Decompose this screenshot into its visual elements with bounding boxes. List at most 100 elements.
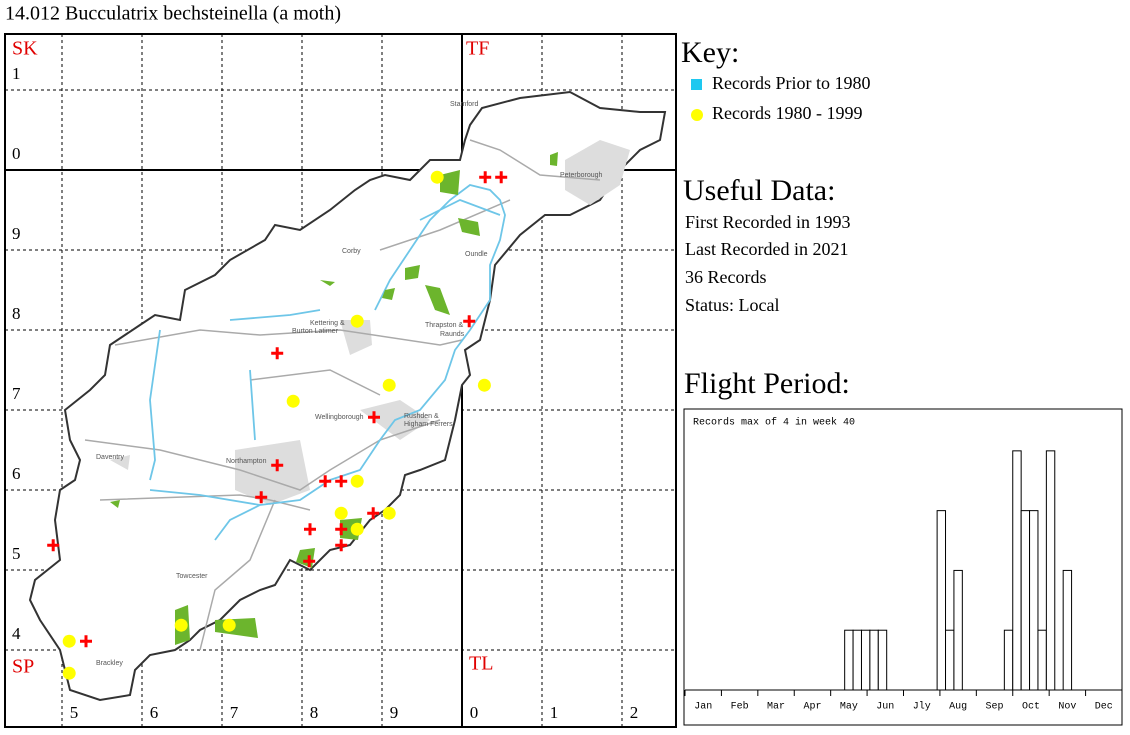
legend-label: Records 1980 - 1999 xyxy=(712,103,862,123)
y-tick-label: 4 xyxy=(12,624,21,643)
record-cross xyxy=(319,475,332,488)
place-label: Thrapston & xyxy=(425,322,463,329)
flight-chart-frame xyxy=(683,408,1123,726)
useful-data-line: First Recorded in 1993 xyxy=(685,212,850,232)
record-cross xyxy=(335,523,348,536)
x-tick-label: 0 xyxy=(470,703,479,722)
record-cross xyxy=(47,539,60,552)
bar xyxy=(1020,510,1031,691)
place-label: Brackley xyxy=(96,660,123,667)
place-label: Higham Ferrers xyxy=(404,421,453,428)
record-dot xyxy=(430,170,444,184)
y-tick-label: 1 xyxy=(12,64,21,83)
record-cross xyxy=(335,539,348,552)
record-dot xyxy=(350,522,364,536)
bar xyxy=(860,629,871,691)
y-tick-label: 5 xyxy=(12,544,21,563)
place-label: Northampton xyxy=(226,458,267,465)
record-dot xyxy=(350,314,364,328)
record-dot xyxy=(350,474,364,488)
useful-data-line: 36 Records xyxy=(685,267,766,287)
useful-data-line: Status: Local xyxy=(685,295,779,315)
bar xyxy=(877,629,888,691)
record-dot xyxy=(382,378,396,392)
x-tick-label: 8 xyxy=(310,703,319,722)
x-tick-label: Jun xyxy=(876,702,894,713)
bar xyxy=(1029,510,1039,691)
useful-data-line: Last Recorded in 2021 xyxy=(685,239,848,259)
flight-annotation: Records max of 4 in week 40 xyxy=(693,417,855,429)
x-tick-label: Jan xyxy=(694,702,712,713)
x-tick-label: Mar xyxy=(767,702,785,713)
bar xyxy=(1062,569,1073,691)
road xyxy=(84,139,601,651)
x-tick-label: 1 xyxy=(550,703,559,722)
x-tick-label: May xyxy=(840,702,858,713)
place-label: Corby xyxy=(342,248,361,255)
record-cross xyxy=(479,171,492,184)
x-tick-label: 2 xyxy=(630,703,639,722)
x-tick-label: Dec xyxy=(1095,702,1113,713)
record-cross xyxy=(271,347,284,360)
x-tick-label: 7 xyxy=(230,703,239,722)
grid-square-label: SP xyxy=(12,656,34,678)
bar xyxy=(852,629,862,691)
flight-chart: Jan Feb Mar Apr May Jun Jly Aug Sep Oct Nov Dec xyxy=(684,450,1123,713)
y-tick-label: 0 xyxy=(12,144,21,163)
bar xyxy=(936,510,947,691)
page-title: 14.012 Bucculatrix bechsteinella (a moth… xyxy=(5,3,341,25)
x-tick-label: Jly xyxy=(913,701,931,713)
record-dot xyxy=(286,394,300,408)
record-dot xyxy=(62,634,76,648)
bar xyxy=(869,629,879,691)
place-label: Towcester xyxy=(176,573,208,580)
record-cross xyxy=(495,171,508,184)
record-cross xyxy=(255,491,268,504)
county-outline xyxy=(28,90,667,702)
x-tick-label: Nov xyxy=(1058,702,1076,713)
place-label: Rushden & xyxy=(404,413,439,420)
place-label: Wellingborough xyxy=(315,414,364,421)
record-dot xyxy=(382,506,396,520)
record-dot xyxy=(334,506,348,520)
bar xyxy=(1045,450,1056,691)
record-cross xyxy=(368,411,380,424)
record-cross xyxy=(367,507,380,520)
legend-label: Records Prior to 1980 xyxy=(712,73,870,93)
record-cross xyxy=(304,523,316,536)
x-tick-label: Sep xyxy=(986,702,1004,713)
record-dot xyxy=(62,666,76,680)
useful-data-heading: Useful Data: xyxy=(683,174,835,207)
record-cross xyxy=(463,315,476,328)
records xyxy=(47,170,508,680)
x-tick-label: 9 xyxy=(390,703,399,722)
grid-square-label: TL xyxy=(469,653,493,675)
x-tick-label: 6 xyxy=(150,703,159,722)
x-tick-label: Feb xyxy=(731,701,749,713)
record-dot xyxy=(477,378,491,392)
place-label: Kettering & xyxy=(310,320,345,327)
record-cross xyxy=(271,459,284,472)
urban-area xyxy=(110,140,630,505)
bar xyxy=(1012,450,1022,691)
x-tick-label: 5 xyxy=(70,703,79,722)
grid-square-label: TF xyxy=(466,38,489,60)
y-tick-label: 8 xyxy=(12,304,21,323)
river xyxy=(149,184,506,541)
bar xyxy=(945,629,955,691)
place-labels: Stamford Peterborough Corby Oundle Kette… xyxy=(96,101,603,667)
bar xyxy=(1003,629,1014,691)
legend: Records Prior to 1980 Records 1980 - 1999 xyxy=(691,73,870,123)
key-heading: Key: xyxy=(681,36,739,69)
x-tick-label: Aug xyxy=(949,702,967,713)
y-tick-label: 7 xyxy=(12,384,21,403)
y-tick-label: 6 xyxy=(12,464,21,483)
legend-symbol xyxy=(691,109,703,121)
grid-square-label: SK xyxy=(12,38,38,60)
record-dot xyxy=(174,618,188,632)
place-label: Peterborough xyxy=(560,172,603,179)
record-cross xyxy=(303,555,316,568)
legend-symbol xyxy=(691,79,702,90)
